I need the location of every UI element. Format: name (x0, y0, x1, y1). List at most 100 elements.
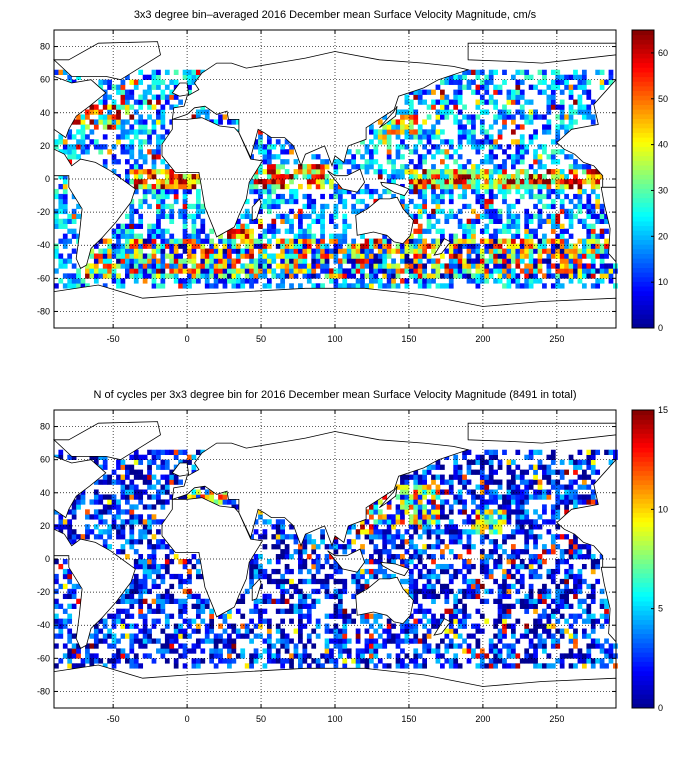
data-bin (311, 628, 317, 634)
data-bin (391, 248, 396, 254)
data-bin (475, 258, 481, 264)
data-bin (466, 519, 472, 525)
data-bin (85, 149, 90, 155)
data-bin (191, 174, 197, 180)
data-bin (235, 223, 241, 229)
data-bin (164, 94, 170, 100)
data-bin (138, 114, 144, 120)
data-bin (275, 554, 281, 560)
data-bin (275, 283, 281, 289)
data-bin (604, 268, 609, 274)
data-bin (124, 119, 130, 125)
data-bin (413, 89, 419, 95)
data-bin (129, 208, 135, 215)
data-bin (400, 114, 405, 120)
data-bin (497, 618, 503, 624)
data-bin (373, 613, 379, 619)
data-bin (142, 268, 148, 274)
data-bin (124, 238, 130, 244)
data-bin (151, 238, 157, 244)
data-bin (151, 149, 157, 155)
data-bin (471, 114, 476, 120)
colorbar-step (632, 169, 654, 175)
data-bin (360, 519, 365, 525)
data-bin (173, 198, 179, 205)
data-bin (178, 449, 183, 455)
data-bin (453, 149, 459, 155)
data-bin (364, 519, 370, 525)
data-bin (550, 248, 556, 254)
data-bin (342, 268, 348, 274)
data-bin (533, 469, 538, 475)
data-bin (209, 243, 215, 249)
data-bin (124, 179, 130, 185)
data-bin (160, 89, 166, 95)
data-bin (524, 544, 530, 550)
data-bin (435, 183, 441, 190)
data-bin (209, 648, 215, 654)
data-bin (400, 519, 405, 525)
data-bin (133, 583, 139, 590)
data-bin (182, 258, 188, 264)
data-bin (497, 504, 503, 510)
data-bin (280, 179, 286, 185)
data-bin (129, 593, 135, 600)
data-bin (519, 268, 525, 274)
data-bin (164, 559, 170, 565)
data-bin (444, 169, 450, 175)
data-bin (253, 144, 259, 150)
data-bin (404, 484, 410, 490)
data-bin (302, 648, 308, 654)
data-bin (590, 233, 596, 239)
data-bin (164, 459, 170, 465)
data-bin (147, 469, 152, 475)
data-bin (280, 539, 286, 545)
data-bin (488, 94, 494, 100)
data-bin (156, 263, 161, 269)
data-bin (195, 628, 201, 634)
data-bin (497, 588, 503, 595)
data-bin (266, 228, 272, 234)
data-bin (497, 459, 503, 465)
data-bin (160, 648, 166, 654)
data-bin (151, 534, 157, 540)
data-bin (89, 253, 95, 259)
data-bin (573, 69, 578, 75)
data-bin (604, 238, 609, 244)
data-bin (533, 228, 538, 234)
data-bin (324, 613, 330, 619)
data-bin (275, 598, 281, 604)
data-bin (351, 243, 357, 249)
data-bin (351, 258, 357, 264)
data-bin (124, 144, 130, 150)
data-bin (187, 278, 192, 284)
data-bin (133, 243, 139, 249)
data-bin (426, 618, 432, 624)
data-bin (67, 633, 73, 639)
data-bin (395, 149, 401, 155)
data-bin (559, 613, 565, 619)
data-bin (515, 174, 521, 180)
data-bin (510, 114, 516, 120)
data-bin (493, 469, 498, 475)
data-bin (133, 469, 139, 475)
data-bin (324, 179, 330, 185)
data-bin (227, 273, 232, 279)
data-bin (466, 114, 472, 120)
data-bin (484, 134, 490, 140)
data-bin (164, 588, 170, 595)
data-bin (413, 278, 419, 284)
data-bin (568, 104, 574, 110)
data-bin (138, 519, 144, 525)
data-bin (462, 603, 467, 609)
data-bin (244, 278, 250, 284)
data-bin (573, 193, 578, 200)
data-bin (284, 563, 290, 570)
data-bin (524, 648, 530, 654)
data-bin (457, 623, 463, 629)
data-bin (568, 263, 574, 269)
data-bin (457, 499, 463, 505)
data-bin (395, 663, 401, 669)
data-bin (502, 149, 507, 155)
data-bin (444, 658, 450, 664)
